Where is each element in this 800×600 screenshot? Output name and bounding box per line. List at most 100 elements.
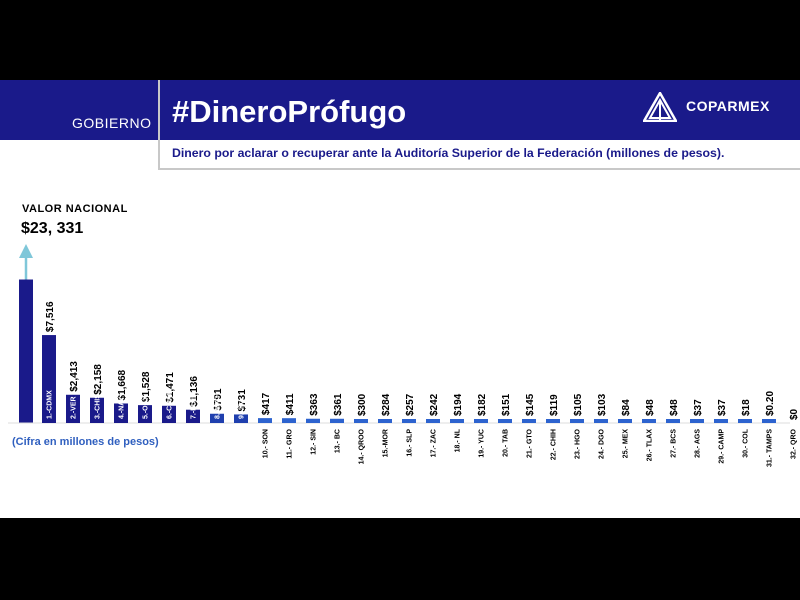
category-label-31: 31.- TAMPS bbox=[767, 429, 774, 467]
value-label-10: $417 bbox=[261, 392, 272, 415]
category-label-24: 24.- DGO bbox=[599, 428, 606, 459]
category-label-21: 21.- GTO bbox=[527, 428, 534, 458]
value-label-13: $361 bbox=[333, 393, 344, 416]
national-total-bar bbox=[19, 279, 33, 423]
category-label-27: 27.- BCS bbox=[671, 429, 678, 458]
category-label-1: 1.-CDMX bbox=[47, 390, 54, 419]
category-label-20: 20.- TAB bbox=[503, 429, 510, 457]
bar-10 bbox=[258, 418, 272, 423]
header-divider-vertical bbox=[158, 80, 160, 170]
value-label-5: $1,528 bbox=[141, 371, 152, 402]
bar-25 bbox=[618, 419, 632, 423]
value-label-31: $0.20 bbox=[765, 391, 776, 416]
slide: GOBIERNO #DineroPrófugo COPARMEX Dinero … bbox=[0, 80, 800, 518]
category-label-7: 7.-PUE bbox=[191, 396, 198, 419]
bar-8 bbox=[210, 413, 224, 423]
category-label-22: 22.- CHIH bbox=[551, 429, 558, 460]
section-label: GOBIERNO bbox=[72, 115, 152, 131]
value-label-28: $37 bbox=[693, 399, 704, 416]
bar-1 bbox=[42, 335, 56, 423]
value-label-17: $242 bbox=[429, 393, 440, 416]
category-label-8: 8.-MICH bbox=[215, 393, 222, 419]
bar-31 bbox=[762, 419, 776, 423]
bar-4 bbox=[114, 403, 128, 423]
header-banner: GOBIERNO #DineroPrófugo COPARMEX bbox=[0, 80, 800, 140]
value-label-20: $151 bbox=[501, 393, 512, 416]
category-label-17: 17.- ZAC bbox=[431, 429, 438, 457]
category-label-11: 11.- GRO bbox=[287, 428, 294, 458]
value-label-7: $1,136 bbox=[189, 376, 200, 407]
category-label-16: 16.- SLP bbox=[407, 429, 414, 457]
bar-7 bbox=[186, 409, 200, 423]
value-label-16: $257 bbox=[405, 393, 416, 416]
bar-12 bbox=[306, 418, 320, 423]
bar-6 bbox=[162, 405, 176, 423]
bar-5 bbox=[138, 405, 152, 423]
national-value-label: VALOR NACIONAL bbox=[22, 203, 128, 215]
category-label-9: 9.-JAL bbox=[239, 397, 246, 419]
value-label-4: $1,668 bbox=[117, 369, 128, 400]
bar-9 bbox=[234, 414, 248, 423]
value-label-27: $48 bbox=[669, 399, 680, 416]
category-label-32: 32.- QRO bbox=[791, 428, 798, 459]
category-label-23: 23.- HGO bbox=[575, 428, 582, 459]
category-label-12: 12.- SIN bbox=[311, 429, 318, 455]
bar-19 bbox=[474, 419, 488, 423]
bar-3 bbox=[90, 397, 104, 423]
category-label-29: 29.- CAMP bbox=[719, 429, 726, 464]
coparmex-logo-icon bbox=[643, 92, 677, 122]
value-label-25: $84 bbox=[621, 399, 632, 416]
value-label-23: $105 bbox=[573, 393, 584, 416]
value-label-21: $145 bbox=[525, 393, 536, 416]
header-divider-horizontal bbox=[158, 168, 800, 170]
value-label-14: $300 bbox=[357, 393, 368, 416]
category-label-13: 13.- BC bbox=[335, 429, 342, 453]
bar-27 bbox=[666, 419, 680, 423]
bar-14 bbox=[354, 419, 368, 423]
category-label-5: 5.-OAX bbox=[143, 395, 150, 419]
bar-28 bbox=[690, 419, 704, 423]
arrow-up-icon bbox=[19, 244, 33, 258]
bar-29 bbox=[714, 419, 728, 423]
bar-16 bbox=[402, 419, 416, 423]
national-value: $23, 331 bbox=[21, 220, 84, 237]
bar-17 bbox=[426, 419, 440, 423]
value-label-8: $791 bbox=[213, 388, 224, 411]
value-label-9: $731 bbox=[237, 389, 248, 412]
value-label-12: $363 bbox=[309, 393, 320, 416]
category-label-6: 6.-COAH bbox=[167, 390, 174, 419]
category-label-14: 14.- QROO bbox=[359, 428, 366, 464]
value-label-2: $2,413 bbox=[69, 361, 80, 392]
chart-subtitle: Dinero por aclarar o recuperar ante la A… bbox=[172, 146, 725, 160]
bar-22 bbox=[546, 419, 560, 423]
bar-20 bbox=[498, 419, 512, 423]
bar-18 bbox=[450, 419, 464, 423]
unit-note: (Cifra en millones de pesos) bbox=[12, 436, 159, 448]
category-label-2: 2.-VER bbox=[71, 396, 78, 419]
category-label-19: 19.- YUC bbox=[479, 429, 486, 458]
value-label-19: $182 bbox=[477, 393, 488, 416]
value-label-30: $18 bbox=[741, 399, 752, 416]
value-label-1: $7,516 bbox=[45, 301, 56, 332]
bar-30 bbox=[738, 419, 752, 423]
value-label-32: $0 bbox=[789, 408, 800, 420]
bar-23 bbox=[570, 419, 584, 423]
category-label-26: 26.- TLAX bbox=[647, 429, 654, 462]
value-label-15: $284 bbox=[381, 393, 392, 416]
category-label-10: 10.- SON bbox=[263, 429, 270, 458]
bar-2 bbox=[66, 394, 80, 423]
value-label-22: $119 bbox=[549, 394, 560, 416]
bar-21 bbox=[522, 419, 536, 423]
page-title: #DineroPrófugo bbox=[172, 94, 407, 129]
bar-11 bbox=[282, 418, 296, 423]
value-label-26: $48 bbox=[645, 399, 656, 416]
brand-name: COPARMEX bbox=[686, 98, 770, 114]
value-label-3: $2,158 bbox=[93, 364, 104, 395]
value-label-29: $37 bbox=[717, 399, 728, 416]
value-label-11: $411 bbox=[285, 393, 296, 415]
bar-24 bbox=[594, 419, 608, 423]
category-label-28: 28.- AGS bbox=[695, 429, 702, 458]
bar-15 bbox=[378, 419, 392, 423]
value-label-6: $1,471 bbox=[165, 372, 176, 403]
